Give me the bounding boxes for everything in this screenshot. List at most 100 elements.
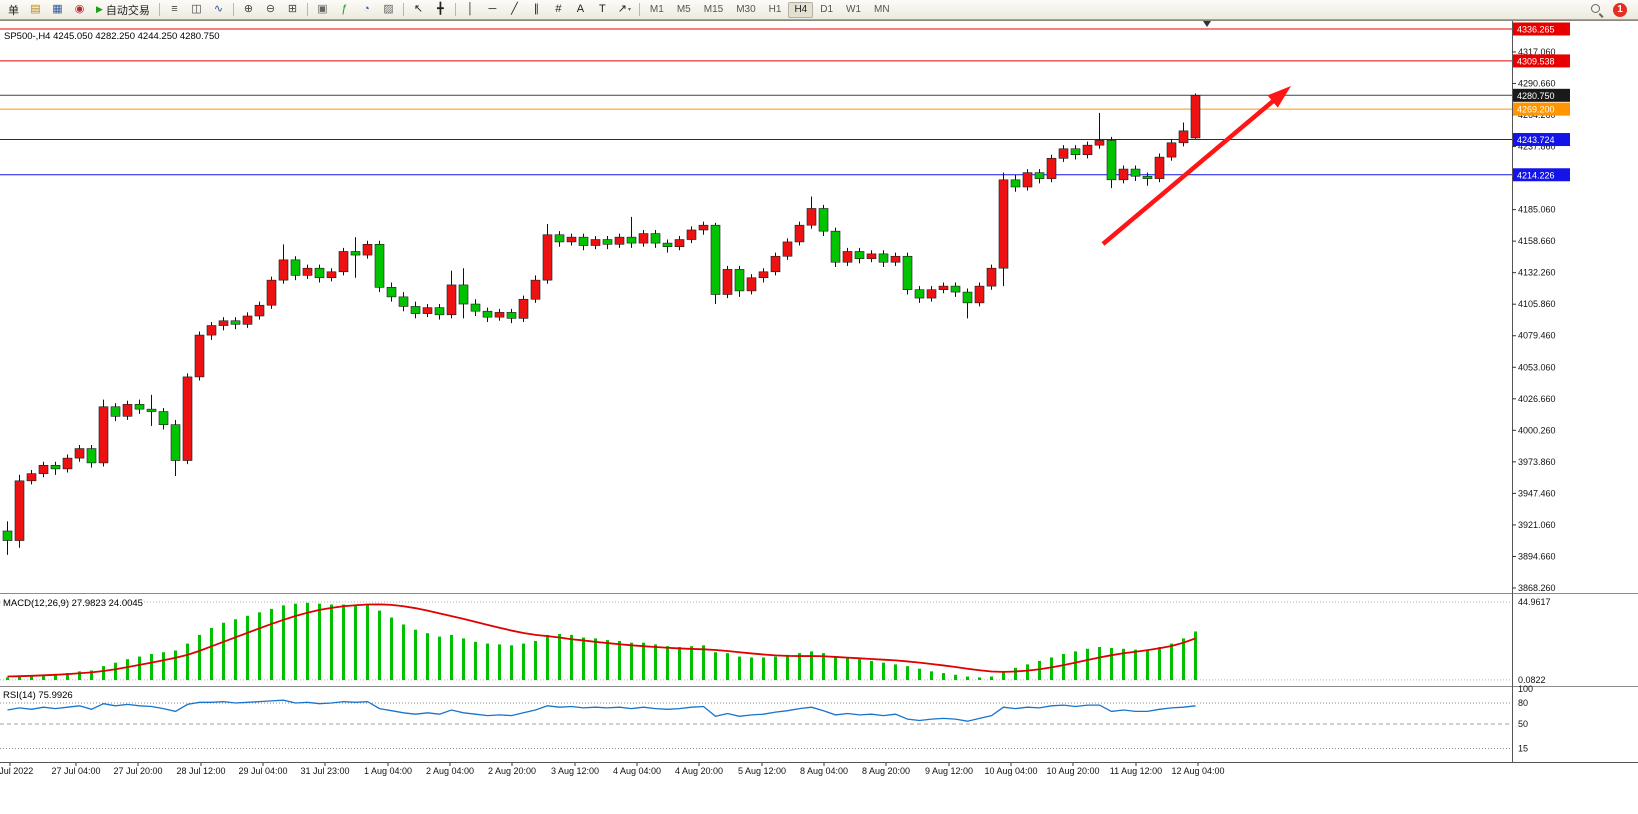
timeframe-mn-button[interactable]: MN [868, 2, 896, 18]
navigator-icon[interactable]: ◉ [74, 3, 85, 15]
autotrade-button[interactable]: ▶ 自动交易 [91, 2, 155, 18]
candle-body [1154, 156, 1165, 179]
templates-icon[interactable]: ▨ [383, 3, 394, 15]
rsi-indicator-label: RSI(14) 75.9926 [3, 690, 73, 701]
periods-icon[interactable]: ◔ [363, 3, 370, 15]
macd-histogram-bar [138, 656, 141, 680]
zoom-out-icon[interactable]: ⊖ [265, 3, 276, 15]
time-axis-label: 10 Aug 04:00 [984, 766, 1037, 776]
timeframe-m5-button[interactable]: M5 [671, 2, 697, 18]
timeframe-m1-button[interactable]: M1 [644, 2, 670, 18]
time-axis-label: 2 Aug 04:00 [426, 766, 474, 776]
rsi-axis-label: 100 [1518, 684, 1533, 694]
macd-histogram-bar [846, 657, 849, 680]
cursor-icon[interactable]: ↖ [413, 3, 424, 15]
timeframe-w1-button[interactable]: W1 [840, 2, 867, 18]
macd-histogram-bar [942, 673, 945, 680]
candle-body [470, 303, 481, 312]
notification-badge[interactable]: 1 [1613, 2, 1627, 17]
vertical-line-icon[interactable]: │ [466, 3, 474, 15]
text-label-icon[interactable]: T [599, 3, 606, 15]
macd-histogram-bar [18, 676, 21, 680]
timeframe-h1-button[interactable]: H1 [763, 2, 788, 18]
macd-histogram-bar [978, 677, 981, 680]
macd-histogram-bar [606, 640, 609, 680]
candle-body [494, 312, 505, 318]
arrows-shapes-icon[interactable]: ↗ ▾ [617, 3, 632, 15]
fibonacci-icon[interactable]: # [555, 3, 562, 15]
horizontal-line-icon[interactable]: ─ [488, 3, 497, 15]
rsi-line [7, 699, 1196, 722]
candle-body [1058, 148, 1069, 159]
candle-body [830, 230, 841, 263]
bar-chart-icon[interactable]: ≡ [171, 3, 178, 15]
macd-histogram-bar [306, 602, 309, 680]
macd-signal-line [7, 603, 1196, 678]
candle-body [938, 285, 949, 291]
toolbar-separator [232, 3, 234, 16]
candle-body [590, 239, 601, 246]
candle-body [170, 424, 181, 461]
macd-histogram-bar [1110, 647, 1113, 680]
macd-histogram-bar [786, 654, 789, 680]
price-axis-label: 4079.460 [1518, 331, 1556, 341]
tile-windows-icon[interactable]: ⊞ [287, 3, 298, 15]
candle-body [914, 289, 925, 299]
timeframe-d1-button[interactable]: D1 [814, 2, 839, 18]
chart-shift-marker-icon[interactable] [1203, 21, 1211, 27]
candle-body [410, 306, 421, 314]
timeframe-h4-button[interactable]: H4 [788, 1, 814, 18]
candle-body [14, 480, 25, 541]
toolbar-separator [158, 3, 160, 16]
equidistant-channel-icon[interactable]: ∥ [533, 3, 540, 15]
chart-plot-area[interactable] [0, 21, 1512, 762]
macd-histogram-bar [126, 659, 129, 680]
main-toolbar: 单 ▤ ▦ ◉ ▶ 自动交易 ≡ ◫ ∿ ⊕ ⊖ ⊞ ▣ ƒ ◔ ▨ ↖ ╋ │ ─ ╱ ∥ # A T ↗ ▾ M1 M5 M15 M30… [0, 0, 1638, 20]
candle-body [1178, 130, 1189, 144]
candle-body [818, 208, 829, 232]
candle-body [986, 267, 997, 287]
timeframe-m15-button[interactable]: M15 [698, 2, 729, 18]
price-axis-label: 3947.460 [1518, 488, 1556, 498]
time-axis-label: 8 Aug 04:00 [800, 766, 848, 776]
search-icon[interactable] [1589, 2, 1604, 17]
candle-body [662, 242, 673, 248]
candle-body [182, 376, 193, 461]
line-chart-icon[interactable]: ∿ [213, 3, 224, 15]
candle-body [338, 251, 349, 273]
candle-body [362, 244, 373, 256]
price-axis-label: 3973.860 [1518, 457, 1556, 467]
data-window-icon[interactable]: ▦ [52, 3, 63, 15]
horizontal-lines-layer[interactable] [0, 28, 1512, 176]
trend-arrow-annotation[interactable] [1101, 86, 1291, 246]
time-axis[interactable]: 26 Jul 2022 27 Jul 04:00 27 Jul 20:00 28 Ju… [0, 763, 1225, 776]
candle-body [1010, 179, 1021, 188]
price-axis[interactable]: 4317.0604290.6604264.2604237.8604211.460… [1512, 47, 1556, 754]
macd-histogram-bar [486, 643, 489, 680]
candle-body [98, 406, 109, 464]
macd-histogram-bar [930, 671, 933, 680]
candlestick-chart-icon[interactable]: ◫ [191, 3, 202, 15]
macd-histogram-bar [594, 638, 597, 680]
macd-histogram-bar [702, 645, 705, 680]
candle-body [854, 251, 865, 259]
candle-body [698, 224, 709, 231]
candle-body [1070, 148, 1081, 156]
indicators-icon[interactable]: ƒ [341, 3, 348, 15]
new-order-button[interactable]: 单 [3, 2, 24, 18]
candle-body [602, 239, 613, 245]
market-watch-icon[interactable]: ▤ [30, 3, 41, 15]
trend-arrow-shaft[interactable] [1101, 97, 1278, 246]
time-axis-label: 2 Aug 20:00 [488, 766, 536, 776]
text-icon[interactable]: A [576, 3, 585, 15]
trendline-icon[interactable]: ╱ [511, 3, 518, 15]
timeframe-m30-button[interactable]: M30 [730, 2, 761, 18]
candle-body [614, 236, 625, 245]
zoom-in-icon[interactable]: ⊕ [243, 3, 254, 15]
candle-body [1046, 158, 1057, 179]
crosshair-icon[interactable]: ╋ [437, 3, 444, 15]
macd-histogram-bar [474, 641, 477, 680]
price-axis-label: 4000.260 [1518, 425, 1556, 435]
cascade-windows-icon[interactable]: ▣ [317, 3, 328, 15]
